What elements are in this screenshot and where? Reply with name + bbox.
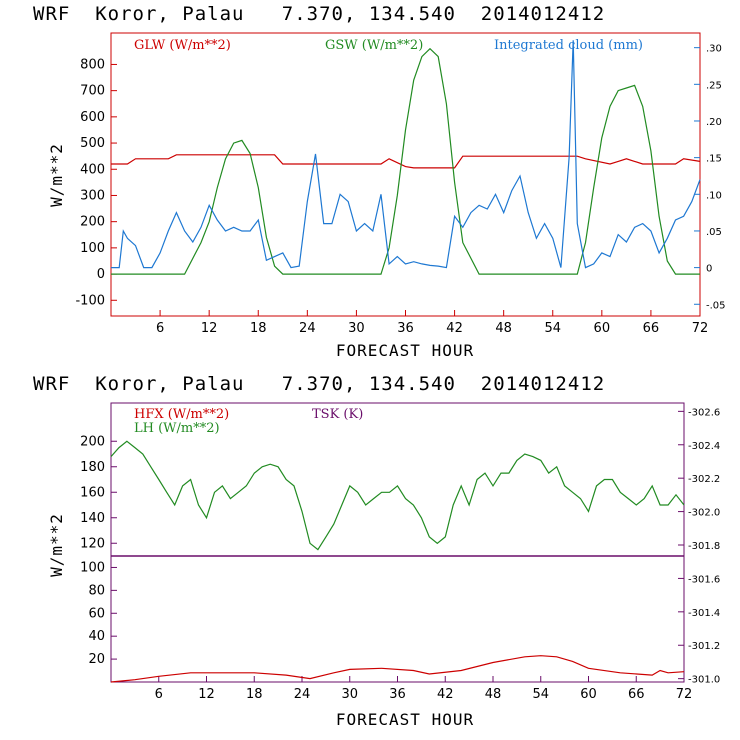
- top-y-axis-label: W/m**2: [47, 143, 66, 207]
- bottom-y2-tick-label: -301.0: [688, 675, 720, 686]
- bottom-y-tick-label: 60: [88, 606, 105, 621]
- top-x-tick-label: 54: [544, 321, 561, 336]
- top-y2-tick-label: .30: [706, 44, 722, 55]
- top-y-tick-label: 800: [80, 57, 105, 72]
- bottom-legend-tsk: TSK (K): [312, 407, 363, 422]
- top-series-line-1: [111, 47, 700, 275]
- bottom-x-tick-label: 60: [580, 687, 597, 702]
- bottom-y-tick-label: 40: [88, 629, 105, 644]
- bottom-x-tick-label: 12: [198, 687, 215, 702]
- top-legend-glw: GLW (W/m**2): [134, 38, 231, 53]
- top-x-tick-label: 18: [250, 321, 267, 336]
- bottom-x-tick-label: 54: [532, 687, 549, 702]
- top-y-tick-label: 400: [80, 162, 105, 177]
- bottom-y2-tick-label: -301.4: [688, 608, 720, 619]
- bottom-y2-tick-label: -301.2: [688, 641, 720, 652]
- bottom-legend-hfx: HFX (W/m**2): [134, 407, 229, 422]
- bottom-x-tick-label: 66: [628, 687, 645, 702]
- bottom-y-tick-label: 100: [80, 560, 105, 575]
- bottom-x-tick-label: 48: [485, 687, 502, 702]
- bottom-y-tick-label: 80: [88, 583, 105, 598]
- top-y2-tick-label: 0: [706, 264, 712, 275]
- top-y2-tick-label: -.05: [706, 300, 726, 311]
- top-y2-tick-label: .20: [706, 117, 722, 128]
- top-x-tick-label: 42: [446, 321, 463, 336]
- top-y-tick-label: 0: [97, 267, 105, 282]
- bottom-y2-tick-label: -302.2: [688, 474, 720, 485]
- bottom-x-tick-label: 24: [294, 687, 311, 702]
- bottom-x-tick-label: 18: [246, 687, 263, 702]
- bottom-plot-frame: [110, 402, 685, 683]
- bottom-y2-tick-label: -301.6: [688, 574, 720, 585]
- bottom-y2-tick-label: -301.8: [688, 541, 720, 552]
- top-x-tick-label: 72: [692, 321, 709, 336]
- bottom-y-tick-label: 140: [80, 511, 105, 526]
- bottom-x-tick-label: 72: [676, 687, 693, 702]
- bottom-y-tick-label: 200: [80, 434, 105, 449]
- top-x-tick-label: 60: [594, 321, 611, 336]
- top-series-line-0: [111, 154, 701, 169]
- bottom-chart-title: WRF Koror, Palau 7.370, 134.540 20140124…: [33, 373, 606, 395]
- bottom-legend-lh: LH (W/m**2): [134, 421, 220, 436]
- bottom-y2-tick-label: -302.6: [688, 407, 720, 418]
- top-y-tick-label: 100: [80, 241, 105, 256]
- bottom-y2-tick-label: -302.4: [688, 441, 720, 452]
- bottom-y-tick-label: 20: [88, 652, 105, 667]
- top-y-tick-label: 200: [80, 215, 105, 230]
- top-y2-tick-label: .15: [706, 154, 722, 165]
- top-y-tick-label: 300: [80, 188, 105, 203]
- top-x-tick-label: 12: [201, 321, 218, 336]
- bottom-x-axis-label: FORECAST HOUR: [336, 710, 474, 729]
- top-y-tick-label: 600: [80, 110, 105, 125]
- top-y2-tick-label: .25: [706, 80, 722, 91]
- bottom-x-tick-label: 42: [437, 687, 454, 702]
- top-y2-tick-label: .05: [706, 227, 722, 238]
- top-y2-tick-label: .10: [706, 190, 722, 201]
- bottom-series-line-1: [110, 655, 685, 683]
- top-x-tick-label: 66: [643, 321, 660, 336]
- bottom-x-tick-label: 6: [155, 687, 163, 702]
- top-y-tick-label: 700: [80, 84, 105, 99]
- bottom-x-tick-label: 36: [389, 687, 406, 702]
- top-x-axis-label: FORECAST HOUR: [336, 341, 474, 360]
- bottom-y2-tick-label: -302.0: [688, 508, 720, 519]
- top-legend-gsw: GSW (W/m**2): [325, 38, 423, 53]
- top-y-tick-label: -100: [75, 293, 105, 308]
- bottom-y-axis-label: W/m**2: [47, 513, 66, 577]
- bottom-y-tick-label: 160: [80, 485, 105, 500]
- bottom-y-tick-label: 120: [80, 536, 105, 551]
- top-x-tick-label: 24: [299, 321, 316, 336]
- top-x-tick-label: 48: [495, 321, 512, 336]
- bottom-y-tick-label: 180: [80, 460, 105, 475]
- top-x-tick-label: 36: [397, 321, 414, 336]
- top-legend-cloud: Integrated cloud (mm): [494, 38, 643, 53]
- top-y-tick-label: 500: [80, 136, 105, 151]
- top-plot-frame: [110, 32, 701, 317]
- top-series-line-2: [111, 40, 701, 269]
- top-x-tick-label: 6: [156, 321, 164, 336]
- top-x-tick-label: 30: [348, 321, 365, 336]
- bottom-x-tick-label: 30: [341, 687, 358, 702]
- top-chart-title: WRF Koror, Palau 7.370, 134.540 20140124…: [33, 3, 606, 25]
- bottom-series-line-0: [110, 440, 685, 551]
